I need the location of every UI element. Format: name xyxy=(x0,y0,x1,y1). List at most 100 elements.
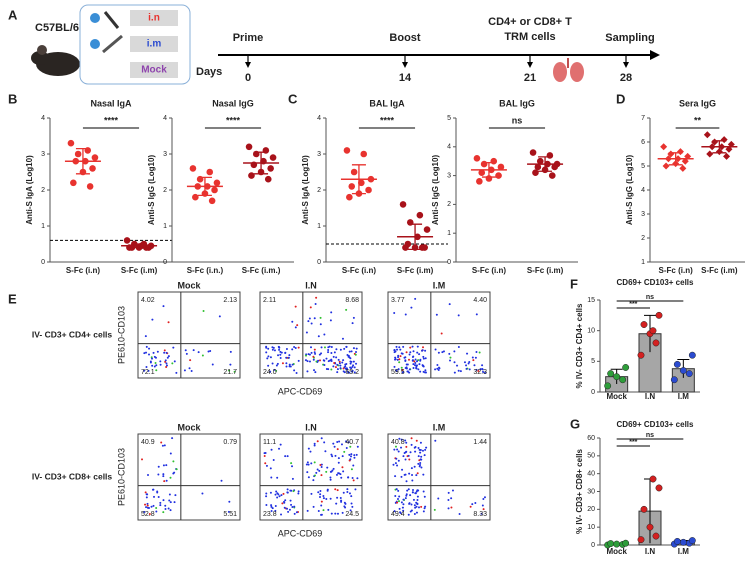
event-dot xyxy=(409,451,412,454)
event-dot xyxy=(169,476,172,479)
data-point xyxy=(652,339,660,347)
event-dot xyxy=(422,365,425,368)
event-dot xyxy=(395,345,398,348)
event-dot xyxy=(265,504,268,507)
event-dot xyxy=(164,359,167,362)
event-dot xyxy=(393,510,396,513)
data-point xyxy=(536,157,544,165)
event-dot xyxy=(471,356,474,359)
event-dot xyxy=(278,447,281,450)
event-dot xyxy=(169,509,172,512)
event-dot xyxy=(153,495,156,498)
event-dot xyxy=(453,371,456,374)
y-tick-label: 2 xyxy=(317,187,321,194)
data-point xyxy=(269,154,277,161)
event-dot xyxy=(315,360,318,363)
event-dot xyxy=(422,473,425,476)
event-dot xyxy=(312,355,315,358)
quadrant-label: 24.0 xyxy=(263,369,277,376)
event-dot xyxy=(347,476,350,479)
event-dot xyxy=(306,509,309,512)
panel-label: F xyxy=(570,276,578,291)
event-dot xyxy=(326,466,329,469)
event-dot xyxy=(320,500,323,503)
y-tick-label: 2 xyxy=(163,187,167,194)
event-dot xyxy=(312,358,315,361)
event-dot xyxy=(410,443,413,446)
event-dot xyxy=(481,364,484,367)
sd-bar xyxy=(132,243,147,249)
event-dot xyxy=(291,505,294,508)
event-dot xyxy=(352,479,355,482)
event-dot xyxy=(401,368,404,371)
event-dot xyxy=(185,352,188,355)
quadrant-label: 49.4 xyxy=(391,511,405,518)
event-dot xyxy=(344,506,347,509)
event-dot xyxy=(400,446,403,449)
event-dot xyxy=(319,493,322,496)
event-dot xyxy=(313,351,316,354)
plot-frame xyxy=(137,291,241,379)
event-dot xyxy=(275,490,278,493)
plot-title: I.N xyxy=(305,280,317,290)
event-dot xyxy=(350,360,353,363)
event-dot xyxy=(317,335,320,338)
event-dot xyxy=(467,362,470,365)
event-dot xyxy=(284,351,287,354)
event-dot xyxy=(279,443,282,446)
event-dot xyxy=(159,360,162,363)
event-dot xyxy=(329,359,332,362)
event-dot xyxy=(277,354,280,357)
quadrant-label: 11.1 xyxy=(263,439,276,446)
y-tick-label: 20 xyxy=(587,506,595,513)
data-point xyxy=(245,143,253,151)
event-dot xyxy=(397,368,400,371)
event-dot xyxy=(424,448,427,451)
event-dot xyxy=(475,368,478,371)
event-dot xyxy=(348,453,351,456)
sd-bar xyxy=(408,223,423,251)
event-dot xyxy=(419,458,422,461)
event-dot xyxy=(415,474,418,477)
event-dot xyxy=(414,506,417,509)
event-dot xyxy=(447,491,450,494)
event-dot xyxy=(144,335,147,338)
event-dot xyxy=(407,513,410,516)
event-dot xyxy=(166,364,169,367)
flow-x-label: APC-CD69 xyxy=(278,386,323,396)
strain-label: C57BL/6 xyxy=(35,22,79,34)
event-dot xyxy=(469,505,472,508)
event-dot xyxy=(415,511,418,514)
y-axis-title: % IV- CD3+ CD8+ cells xyxy=(575,448,584,533)
y-tick-label: 0 xyxy=(447,259,451,266)
event-dot xyxy=(162,475,165,478)
event-dot xyxy=(336,441,339,444)
event-dot xyxy=(316,440,319,443)
panel-label: G xyxy=(570,416,580,431)
event-dot xyxy=(448,303,451,306)
event-dot xyxy=(159,501,162,504)
event-dot xyxy=(165,351,168,354)
x-tick-label: I.M xyxy=(678,392,689,401)
event-dot xyxy=(270,509,273,512)
event-dot xyxy=(295,371,298,374)
data-point xyxy=(497,163,505,171)
quadrant-label: 23.8 xyxy=(263,511,277,518)
event-dot xyxy=(335,473,338,476)
event-dot xyxy=(477,370,480,373)
event-dot xyxy=(308,353,311,356)
event-dot xyxy=(418,448,421,451)
event-dot xyxy=(334,454,337,457)
event-dot xyxy=(340,500,343,503)
quadrant-label: 1.44 xyxy=(473,439,487,446)
event-dot xyxy=(424,371,427,374)
event-dot xyxy=(163,351,166,354)
event-dot xyxy=(318,495,321,498)
event-dot xyxy=(352,316,355,319)
event-dot xyxy=(152,504,155,507)
y-tick-label: 0 xyxy=(591,542,595,549)
data-point xyxy=(546,152,554,159)
event-dot xyxy=(351,505,354,508)
event-dot xyxy=(290,503,293,506)
